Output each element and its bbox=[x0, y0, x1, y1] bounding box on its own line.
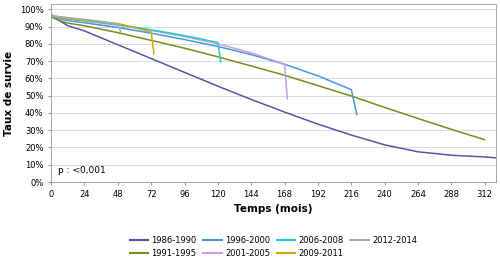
1991-1995 bbox=[415, 117, 421, 120]
1996-2000 bbox=[215, 45, 221, 48]
X-axis label: Temps (mois): Temps (mois) bbox=[234, 204, 312, 214]
2009-2011 bbox=[56, 16, 62, 19]
Line: 1996-2000: 1996-2000 bbox=[51, 16, 357, 115]
1991-1995 bbox=[82, 24, 87, 27]
2006-2008 bbox=[215, 41, 221, 44]
1991-1995 bbox=[382, 106, 388, 109]
1986-1990 bbox=[382, 143, 388, 146]
2001-2005 bbox=[65, 18, 71, 21]
1996-2000 bbox=[56, 17, 62, 20]
1986-1990 bbox=[315, 123, 321, 126]
2006-2008 bbox=[218, 60, 224, 63]
1991-1995 bbox=[282, 74, 288, 77]
Line: 1986-1990: 1986-1990 bbox=[51, 15, 496, 158]
1996-2000 bbox=[348, 88, 354, 91]
1986-1990 bbox=[56, 19, 62, 22]
1986-1990 bbox=[48, 13, 54, 16]
Line: 2009-2011: 2009-2011 bbox=[51, 15, 154, 54]
1986-1990 bbox=[282, 110, 288, 114]
2009-2011 bbox=[82, 18, 87, 22]
1991-1995 bbox=[56, 19, 62, 22]
1986-1990 bbox=[448, 154, 454, 157]
1991-1995 bbox=[448, 128, 454, 131]
2001-2005 bbox=[48, 14, 54, 17]
Line: 2006-2008: 2006-2008 bbox=[51, 15, 220, 62]
2012-2014 bbox=[65, 16, 71, 19]
2006-2008 bbox=[65, 17, 71, 20]
1996-2000 bbox=[82, 21, 87, 24]
2001-2005 bbox=[82, 20, 87, 23]
2001-2005 bbox=[56, 16, 62, 20]
1996-2000 bbox=[148, 32, 154, 35]
1996-2000 bbox=[354, 113, 360, 116]
2001-2005 bbox=[148, 29, 154, 32]
2006-2008 bbox=[56, 16, 62, 19]
1991-1995 bbox=[482, 138, 488, 141]
2001-2005 bbox=[248, 51, 254, 54]
2006-2008 bbox=[148, 28, 154, 31]
2012-2014 bbox=[118, 30, 124, 33]
2006-2008 bbox=[82, 19, 87, 22]
1991-1995 bbox=[65, 22, 71, 25]
1986-1990 bbox=[415, 150, 421, 153]
2006-2008 bbox=[182, 34, 188, 37]
2006-2008 bbox=[115, 23, 121, 26]
1991-1995 bbox=[248, 64, 254, 68]
2012-2014 bbox=[48, 14, 54, 17]
2001-2005 bbox=[284, 98, 290, 101]
2009-2011 bbox=[65, 17, 71, 20]
1991-1995 bbox=[348, 94, 354, 98]
2012-2014 bbox=[56, 15, 62, 18]
Line: 1991-1995: 1991-1995 bbox=[51, 17, 484, 140]
2001-2005 bbox=[182, 35, 188, 38]
1986-1990 bbox=[65, 24, 71, 27]
1991-1995 bbox=[148, 39, 154, 42]
1996-2000 bbox=[182, 38, 188, 41]
2009-2011 bbox=[115, 22, 121, 25]
1986-1990 bbox=[115, 43, 121, 46]
2009-2011 bbox=[132, 26, 138, 29]
1986-1990 bbox=[148, 57, 154, 60]
2001-2005 bbox=[215, 42, 221, 46]
1986-1990 bbox=[493, 156, 499, 159]
2001-2005 bbox=[282, 63, 288, 66]
1986-1990 bbox=[348, 133, 354, 136]
2009-2011 bbox=[151, 52, 157, 55]
1991-1995 bbox=[48, 16, 54, 19]
Line: 2012-2014: 2012-2014 bbox=[51, 15, 120, 32]
2006-2008 bbox=[48, 14, 54, 17]
1996-2000 bbox=[65, 19, 71, 22]
1996-2000 bbox=[282, 63, 288, 66]
1991-1995 bbox=[115, 31, 121, 34]
1996-2000 bbox=[315, 74, 321, 77]
Text: p : <0,001: p : <0,001 bbox=[58, 166, 106, 175]
1986-1990 bbox=[215, 84, 221, 88]
Legend: 1986-1990, 1991-1995, 1996-2000, 2001-2005, 2006-2008, 2009-2011, 2012-2014, : 1986-1990, 1991-1995, 1996-2000, 2001-20… bbox=[130, 236, 417, 258]
1991-1995 bbox=[315, 84, 321, 87]
1986-1990 bbox=[182, 71, 188, 74]
1996-2000 bbox=[48, 14, 54, 17]
Line: 2001-2005: 2001-2005 bbox=[51, 16, 288, 99]
2009-2011 bbox=[48, 14, 54, 17]
1986-1990 bbox=[248, 98, 254, 101]
1996-2000 bbox=[248, 53, 254, 56]
2012-2014 bbox=[82, 18, 87, 21]
2001-2005 bbox=[115, 24, 121, 27]
1991-1995 bbox=[182, 47, 188, 50]
Y-axis label: Taux de survie: Taux de survie bbox=[4, 50, 14, 136]
1991-1995 bbox=[215, 55, 221, 58]
2009-2011 bbox=[148, 31, 154, 34]
1986-1990 bbox=[82, 29, 87, 32]
2012-2014 bbox=[98, 20, 104, 23]
1996-2000 bbox=[115, 26, 121, 29]
1986-1990 bbox=[482, 155, 488, 159]
2012-2014 bbox=[115, 22, 121, 25]
